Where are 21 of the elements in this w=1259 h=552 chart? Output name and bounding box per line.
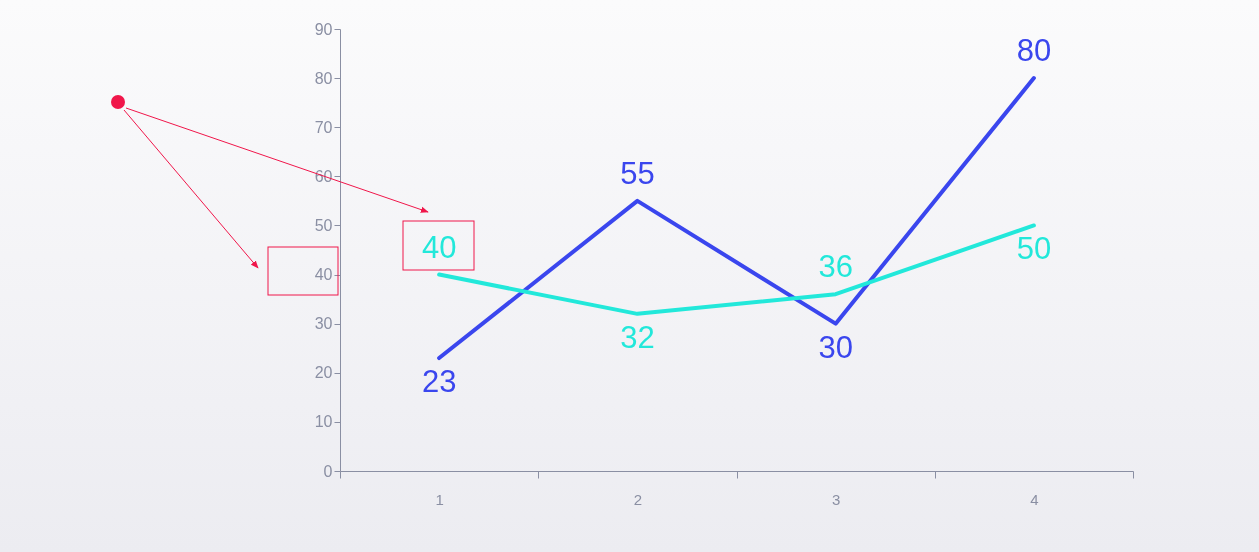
- data-label: 40: [421, 229, 457, 265]
- x-tick-label: 1: [435, 490, 444, 508]
- data-label: 50: [1016, 231, 1052, 267]
- y-tick-label: 90: [314, 20, 333, 38]
- y-tick-label: 30: [314, 315, 333, 333]
- data-label: 32: [620, 319, 655, 355]
- y-tick-label: 50: [314, 216, 333, 234]
- data-label: 30: [818, 329, 853, 365]
- y-tick-label: 80: [314, 69, 333, 87]
- data-label: 36: [818, 249, 853, 285]
- data-label: 55: [620, 155, 655, 191]
- y-tick-label: 10: [314, 413, 333, 431]
- x-tick-label: 2: [633, 490, 643, 508]
- y-tick-label: 0: [323, 462, 333, 480]
- data-label: 80: [1016, 33, 1052, 69]
- x-tick-label: 4: [1030, 490, 1039, 508]
- y-tick-label: 40: [314, 266, 333, 284]
- y-tick-label: 70: [314, 118, 333, 136]
- y-tick-label: 20: [314, 364, 333, 382]
- x-tick-label: 3: [831, 490, 841, 508]
- data-label: 23: [421, 364, 457, 400]
